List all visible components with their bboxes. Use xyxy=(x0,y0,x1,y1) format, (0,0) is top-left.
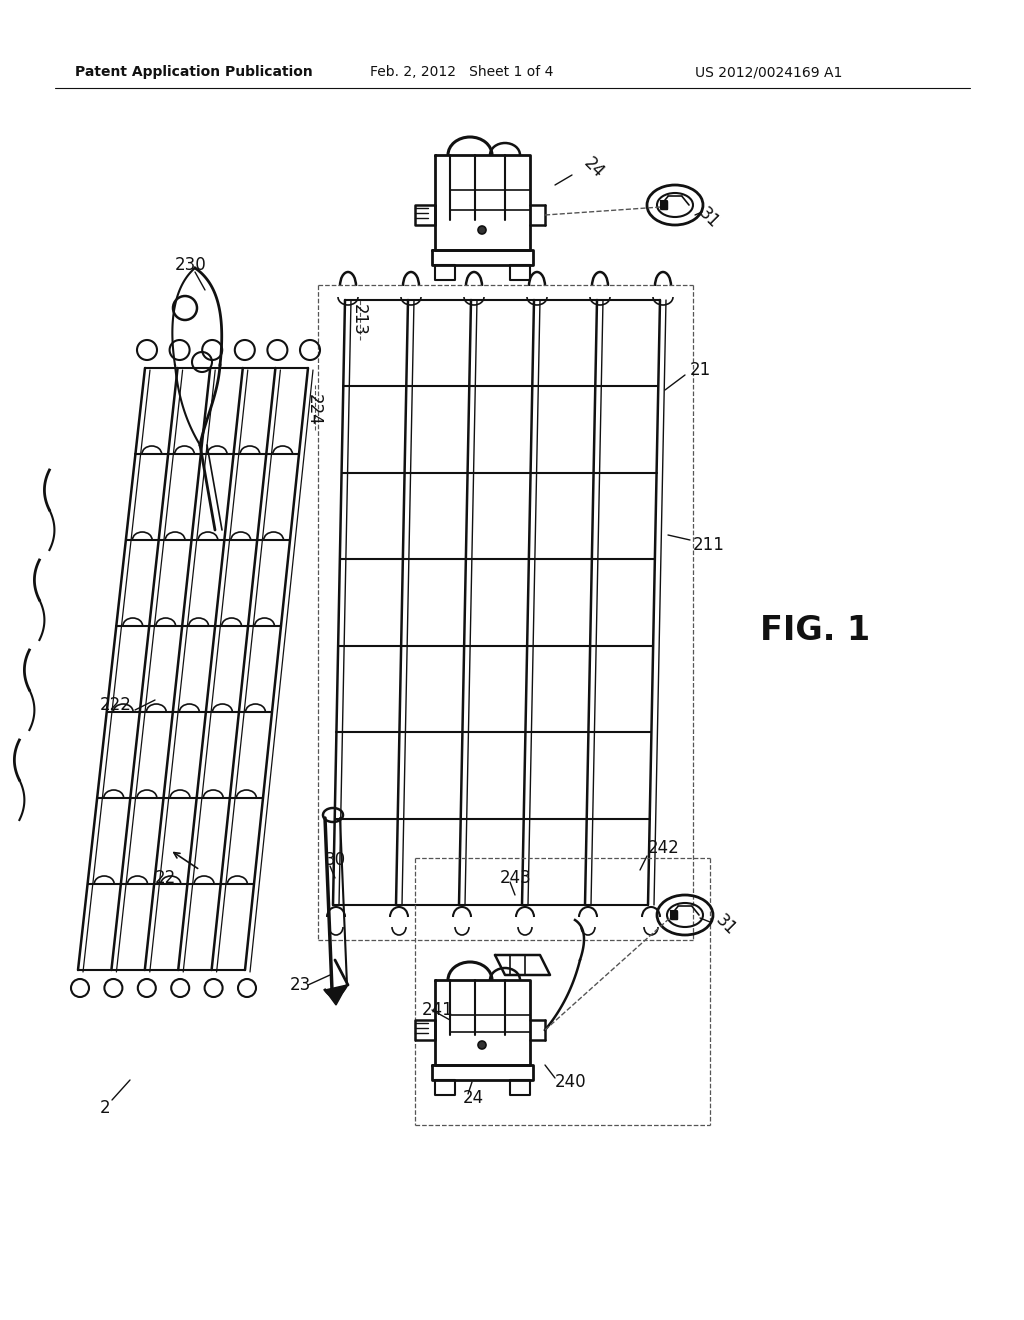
Text: 243: 243 xyxy=(500,869,531,887)
Text: 30: 30 xyxy=(325,851,346,869)
Polygon shape xyxy=(325,985,347,1005)
Text: US 2012/0024169 A1: US 2012/0024169 A1 xyxy=(695,65,843,79)
Circle shape xyxy=(478,1041,486,1049)
Text: 21: 21 xyxy=(690,360,712,379)
Text: 224: 224 xyxy=(305,395,323,426)
Text: Feb. 2, 2012   Sheet 1 of 4: Feb. 2, 2012 Sheet 1 of 4 xyxy=(370,65,553,79)
Text: 31: 31 xyxy=(712,911,739,939)
Polygon shape xyxy=(671,911,677,919)
Circle shape xyxy=(478,226,486,234)
Text: 211: 211 xyxy=(693,536,725,554)
Text: 222: 222 xyxy=(100,696,132,714)
Text: 31: 31 xyxy=(695,205,723,232)
Text: 23: 23 xyxy=(290,975,311,994)
Text: FIG. 1: FIG. 1 xyxy=(760,614,870,647)
Text: 240: 240 xyxy=(555,1073,587,1092)
Text: 213: 213 xyxy=(350,304,368,335)
Text: 2: 2 xyxy=(100,1100,111,1117)
Text: 230: 230 xyxy=(175,256,207,275)
Text: 22: 22 xyxy=(155,869,176,887)
Text: Patent Application Publication: Patent Application Publication xyxy=(75,65,312,79)
Text: 242: 242 xyxy=(648,840,680,857)
Text: 24: 24 xyxy=(580,154,607,182)
Text: 24: 24 xyxy=(463,1089,484,1107)
Polygon shape xyxy=(662,201,667,209)
Text: 241: 241 xyxy=(422,1001,454,1019)
